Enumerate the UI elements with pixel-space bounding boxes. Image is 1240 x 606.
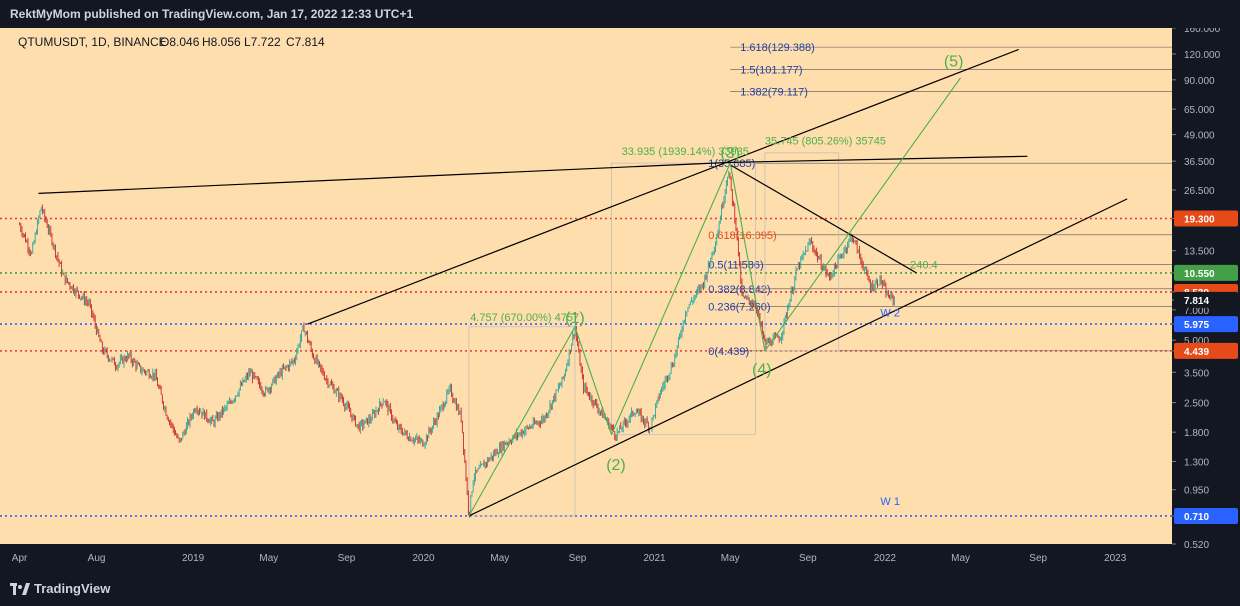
trendline bbox=[38, 161, 731, 195]
ohlc-value: C7.814 bbox=[286, 35, 325, 49]
fib-level-label: 0.382(8.842) bbox=[708, 284, 770, 296]
ohlc-value: H8.056 bbox=[202, 35, 241, 49]
price-chart-svg[interactable]: 1.618(129.388) 1.5(101.177) 1.382(79.117) 1… bbox=[0, 24, 1240, 572]
measure-box bbox=[764, 152, 840, 352]
x-tick-label: Sep bbox=[569, 553, 587, 564]
price-tag bbox=[1174, 210, 1238, 227]
x-tick-label: 2021 bbox=[643, 553, 666, 564]
x-tick-label: 2023 bbox=[1104, 553, 1127, 564]
symbol-info: QTUMUSDT, 1D, BINANCE bbox=[18, 35, 167, 49]
y-tick-label: 65.000 bbox=[1184, 105, 1215, 116]
price-tag bbox=[1174, 342, 1238, 359]
price-tag-label: 7.814 bbox=[1184, 296, 1209, 307]
footer: TradingView bbox=[0, 572, 1240, 606]
chart-annotation: 35.745 (805.26%) 35745 bbox=[765, 135, 886, 147]
x-tick-label: Aug bbox=[88, 553, 106, 564]
y-tick-label: 90.000 bbox=[1184, 76, 1215, 87]
x-tick-label: May bbox=[721, 553, 740, 564]
y-tick-label: 120.000 bbox=[1184, 50, 1221, 61]
tradingview-brand: TradingView bbox=[34, 581, 111, 596]
trendline bbox=[764, 77, 962, 352]
trendline bbox=[468, 326, 576, 517]
y-tick-label: 49.000 bbox=[1184, 131, 1215, 142]
y-tick-label: 5.000 bbox=[1184, 336, 1209, 347]
price-tag bbox=[1174, 264, 1238, 281]
fib-level-label: 1(35.685) bbox=[708, 158, 755, 170]
ohlc-value: O8.046 bbox=[160, 35, 200, 49]
x-tick-label: May bbox=[951, 553, 970, 564]
candles-group bbox=[19, 170, 895, 518]
fib-level-label: 1.618(129.388) bbox=[740, 42, 815, 54]
fib-level-label: 0(4.439) bbox=[708, 346, 749, 358]
trendline bbox=[729, 164, 917, 274]
chart-annotation: 240.4 bbox=[910, 259, 938, 271]
trendline bbox=[611, 162, 731, 435]
publish-info: RektMyMom published on TradingView.com, … bbox=[10, 7, 414, 21]
ohlc-value: L7.722 bbox=[244, 35, 281, 49]
x-tick-label: 2022 bbox=[874, 553, 897, 564]
chart-annotation: 33.935 (1939.14%) 33935 bbox=[622, 146, 749, 158]
tradingview-logo-icon bbox=[10, 583, 30, 595]
price-tag-label: 0.710 bbox=[1184, 512, 1209, 523]
price-tag bbox=[1174, 291, 1238, 308]
price-tag-label: 5.975 bbox=[1184, 320, 1209, 331]
price-tag bbox=[1174, 507, 1238, 524]
plot-background bbox=[0, 28, 1172, 544]
trendline bbox=[729, 163, 766, 351]
y-tick-label: 0.950 bbox=[1184, 486, 1209, 497]
y-tick-label: 26.500 bbox=[1184, 186, 1215, 197]
y-tick-label: 13.500 bbox=[1184, 247, 1215, 258]
price-tag-label: 19.300 bbox=[1184, 214, 1215, 225]
x-tick-label: May bbox=[490, 553, 509, 564]
x-tick-label: Apr bbox=[12, 553, 28, 564]
trendline bbox=[574, 326, 613, 435]
x-tick-label: 2019 bbox=[182, 553, 205, 564]
elliott-wave-label: (1) bbox=[565, 310, 585, 327]
measure-box bbox=[468, 326, 576, 517]
y-tick-label: 1.800 bbox=[1184, 428, 1209, 439]
y-tick-label: 160.000 bbox=[1184, 28, 1221, 35]
chart-annotation: W 1 bbox=[880, 496, 900, 508]
y-tick-label: 36.500 bbox=[1184, 157, 1215, 168]
fib-level-label: 0.618(16.095) bbox=[708, 230, 777, 242]
elliott-wave-label: (3) bbox=[720, 145, 740, 162]
chart-area[interactable]: 1.618(129.388) 1.5(101.177) 1.382(79.117) 1… bbox=[0, 24, 1240, 572]
y-tick-label: 0.520 bbox=[1184, 540, 1209, 551]
elliott-wave-label: (4) bbox=[752, 362, 772, 379]
price-tag-label: 4.439 bbox=[1184, 347, 1209, 358]
trendline bbox=[730, 155, 1028, 163]
fib-level-label: 0.236(7.260) bbox=[708, 302, 770, 314]
chart-annotation: 4.757 (670.00%) 4757 bbox=[470, 312, 579, 324]
x-tick-label: Sep bbox=[1029, 553, 1047, 564]
y-tick-label: 1.300 bbox=[1184, 457, 1209, 468]
x-tick-label: May bbox=[259, 553, 278, 564]
chart-annotation: W 2 bbox=[880, 308, 900, 320]
fib-level-label: 1.5(101.177) bbox=[740, 64, 802, 76]
price-tag-label: 10.550 bbox=[1184, 269, 1215, 280]
elliott-wave-label: (2) bbox=[606, 457, 626, 474]
y-tick-label: 3.500 bbox=[1184, 368, 1209, 379]
y-tick-label: 7.000 bbox=[1184, 306, 1209, 317]
price-tag bbox=[1174, 316, 1238, 333]
x-tick-label: Sep bbox=[338, 553, 356, 564]
trendline bbox=[468, 198, 1128, 517]
trendline bbox=[307, 48, 1019, 325]
publish-header: RektMyMom published on TradingView.com, … bbox=[0, 0, 1240, 28]
elliott-wave-label: (5) bbox=[944, 54, 964, 71]
fib-level-label: 1.382(79.117) bbox=[740, 86, 808, 98]
y-tick-label: 2.500 bbox=[1184, 399, 1209, 410]
x-tick-label: Sep bbox=[799, 553, 817, 564]
x-tick-label: 2020 bbox=[412, 553, 435, 564]
